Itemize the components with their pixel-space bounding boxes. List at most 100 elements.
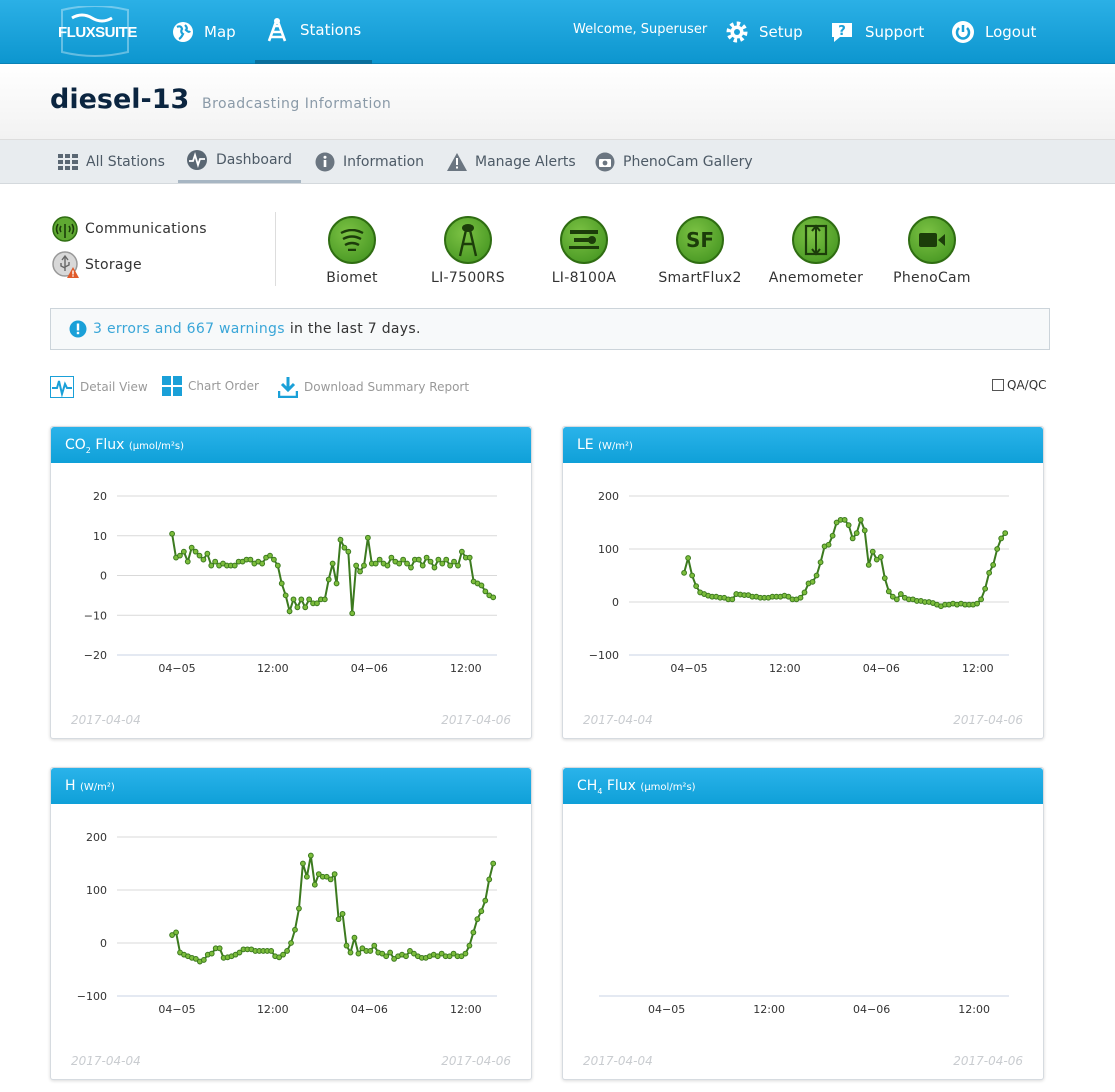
data-point[interactable] xyxy=(173,929,179,936)
alerts-link[interactable]: 3 errors and 667 warnings xyxy=(93,321,285,337)
data-point[interactable] xyxy=(829,532,836,539)
data-point[interactable] xyxy=(845,522,852,529)
data-point[interactable] xyxy=(372,560,379,567)
data-point[interactable] xyxy=(339,910,346,917)
tab-information[interactable]: Information xyxy=(315,140,424,183)
data-point[interactable] xyxy=(490,594,497,601)
data-point[interactable] xyxy=(877,554,884,560)
data-point[interactable] xyxy=(809,578,816,585)
data-point[interactable] xyxy=(361,562,367,569)
data-point[interactable] xyxy=(451,558,457,565)
data-point[interactable] xyxy=(865,562,872,568)
data-point[interactable] xyxy=(302,604,309,611)
data-point[interactable] xyxy=(290,596,297,603)
data-point[interactable] xyxy=(300,860,306,867)
data-point[interactable] xyxy=(435,556,442,563)
data-point[interactable] xyxy=(431,564,438,571)
data-point[interactable] xyxy=(282,592,289,599)
data-point[interactable] xyxy=(337,536,344,543)
data-point[interactable] xyxy=(458,548,465,555)
data-point[interactable] xyxy=(200,957,207,963)
data-point[interactable] xyxy=(278,580,285,587)
data-point[interactable] xyxy=(415,556,422,563)
data-point[interactable] xyxy=(247,556,254,563)
data-point[interactable] xyxy=(169,932,175,938)
data-point[interactable] xyxy=(982,585,989,592)
data-point[interactable] xyxy=(329,560,336,567)
data-point[interactable] xyxy=(383,953,390,960)
data-point[interactable] xyxy=(462,950,469,957)
data-point[interactable] xyxy=(482,897,489,904)
data-point[interactable] xyxy=(857,516,864,523)
data-point[interactable] xyxy=(271,556,277,563)
data-point[interactable] xyxy=(371,942,378,949)
data-point[interactable] xyxy=(439,560,446,567)
data-point[interactable] xyxy=(801,589,808,596)
data-point[interactable] xyxy=(1002,530,1009,536)
data-point[interactable] xyxy=(411,950,417,957)
data-point[interactable] xyxy=(478,582,485,589)
data-point[interactable] xyxy=(311,881,318,888)
data-point[interactable] xyxy=(388,554,395,561)
data-point[interactable] xyxy=(396,560,403,567)
data-point[interactable] xyxy=(288,940,294,946)
data-point[interactable] xyxy=(693,583,700,589)
tab-phenocam-gallery[interactable]: PhenoCam Gallery xyxy=(595,140,753,183)
data-point[interactable] xyxy=(685,555,692,561)
fluxsuite-logo[interactable]: FLUXSUITE xyxy=(48,5,143,58)
tab-all-stations[interactable]: All Stations xyxy=(58,140,165,183)
data-point[interactable] xyxy=(236,949,243,956)
data-point[interactable] xyxy=(391,956,397,962)
data-point[interactable] xyxy=(889,593,896,600)
data-point[interactable] xyxy=(359,945,366,952)
data-point[interactable] xyxy=(294,604,301,611)
detail-view-button[interactable]: Detail View xyxy=(50,376,148,398)
data-point[interactable] xyxy=(689,572,696,579)
data-point[interactable] xyxy=(196,552,203,559)
data-point[interactable] xyxy=(833,519,840,526)
data-point[interactable] xyxy=(325,576,332,583)
data-point[interactable] xyxy=(458,953,465,960)
data-point[interactable] xyxy=(212,558,219,565)
data-point[interactable] xyxy=(998,535,1005,542)
data-point[interactable] xyxy=(419,562,426,569)
download-report-button[interactable]: Download Summary Report xyxy=(278,376,469,398)
data-point[interactable] xyxy=(321,596,328,603)
nav-logout[interactable]: Logout xyxy=(951,0,1036,64)
data-point[interactable] xyxy=(450,950,457,957)
data-point[interactable] xyxy=(387,949,394,956)
data-point[interactable] xyxy=(298,596,305,603)
data-point[interactable] xyxy=(486,876,493,883)
data-point[interactable] xyxy=(825,541,832,548)
data-point[interactable] xyxy=(785,593,792,600)
data-point[interactable] xyxy=(345,548,352,555)
data-point[interactable] xyxy=(208,562,215,569)
data-point[interactable] xyxy=(268,948,275,954)
data-point[interactable] xyxy=(376,556,383,563)
data-point[interactable] xyxy=(259,560,266,567)
data-point[interactable] xyxy=(466,942,473,949)
communications-status[interactable]: Communications xyxy=(52,216,207,242)
data-point[interactable] xyxy=(343,942,350,949)
data-point[interactable] xyxy=(447,562,454,569)
data-point[interactable] xyxy=(353,562,360,569)
data-point[interactable] xyxy=(873,556,880,563)
device-phenocam[interactable]: PhenoCam xyxy=(877,216,987,286)
data-point[interactable] xyxy=(446,953,453,960)
data-point[interactable] xyxy=(323,873,330,880)
data-point[interactable] xyxy=(169,530,175,537)
data-point[interactable] xyxy=(853,530,860,536)
data-point[interactable] xyxy=(351,934,358,941)
device-li-7500rs[interactable]: LI-7500RS xyxy=(413,216,523,286)
data-point[interactable] xyxy=(216,945,223,952)
data-point[interactable] xyxy=(200,556,207,563)
data-point[interactable] xyxy=(729,596,736,603)
data-point[interactable] xyxy=(974,600,981,607)
data-point[interactable] xyxy=(478,908,485,915)
data-point[interactable] xyxy=(400,556,407,563)
data-point[interactable] xyxy=(315,871,322,877)
data-point[interactable] xyxy=(331,871,338,877)
data-point[interactable] xyxy=(335,916,342,923)
data-point[interactable] xyxy=(276,954,283,961)
data-point[interactable] xyxy=(841,516,848,523)
